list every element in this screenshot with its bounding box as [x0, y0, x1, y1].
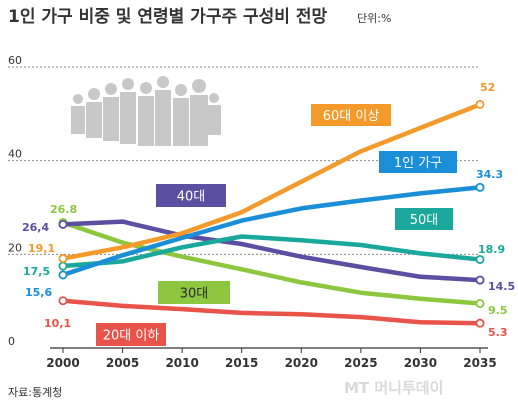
data-point — [58, 261, 68, 271]
series-label: 1인 가구 — [394, 156, 442, 171]
series-line — [60, 185, 483, 278]
data-point — [58, 270, 68, 280]
data-point — [475, 299, 485, 309]
x-tick-label: 2015 — [225, 356, 258, 370]
data-point — [475, 99, 485, 109]
x-tick-label: 2020 — [285, 356, 318, 370]
data-point — [475, 254, 485, 264]
chart-title: 1인 가구 비중 및 연령별 가구주 구성비 전망 — [8, 6, 327, 27]
x-tick-label: 2025 — [344, 356, 377, 370]
series-label-box — [96, 323, 166, 346]
end-value-label: 34.3 — [476, 168, 503, 181]
series-label: 30대 — [180, 287, 209, 302]
series-line — [60, 102, 483, 261]
start-value-label: 26,4 — [22, 221, 49, 234]
data-point — [475, 182, 485, 192]
start-value-label: 15,6 — [25, 286, 52, 299]
x-tick-label: 2030 — [404, 356, 437, 370]
end-value-label: 5.3 — [488, 326, 508, 339]
x-tick-label: 2010 — [165, 356, 198, 370]
start-value-label: 19,1 — [28, 242, 55, 255]
data-point — [58, 296, 68, 306]
y-tick-label: 60 — [8, 54, 22, 67]
y-axis: 0 20 40 60 — [8, 54, 22, 348]
data-point — [58, 219, 68, 229]
start-value-label: 10,1 — [44, 317, 71, 330]
start-value-label: 26.8 — [50, 203, 77, 216]
series-labels: 60대 이상 1인 가구 50대 40대 30대 20대 이하 — [96, 104, 457, 346]
x-tick-label: 2035 — [463, 356, 496, 370]
data-point — [475, 275, 485, 285]
y-tick-label: 20 — [8, 241, 22, 254]
series-label: 20대 이하 — [103, 329, 160, 344]
series-lines — [58, 99, 485, 328]
series-label: 60대 이상 — [323, 109, 380, 124]
watermark-logo: MT 머니투데이 — [344, 379, 443, 397]
x-axis: 2000 2005 2010 2015 2020 2025 2030 2035 — [46, 348, 497, 370]
source-label: 자료:통계청 — [8, 386, 62, 399]
end-value-label: 52 — [480, 81, 495, 94]
series-label-box — [156, 184, 226, 207]
data-point — [58, 254, 68, 264]
data-point — [475, 318, 485, 328]
y-tick-label: 0 — [8, 335, 15, 348]
series-line — [60, 219, 483, 283]
unit-label: 단위:% — [357, 12, 391, 25]
end-value-label: 14.5 — [488, 280, 515, 293]
series-label-box — [158, 281, 230, 304]
elderly-people-illustration — [71, 76, 221, 146]
x-tick-label: 2005 — [106, 356, 139, 370]
value-labels: 19,1 52 15,6 34.3 17,5 18.9 26,4 14.5 26.8 9.5 10,… — [22, 81, 515, 339]
series-label: 50대 — [410, 213, 439, 228]
start-value-label: 17,5 — [23, 265, 50, 278]
x-tick-label: 2000 — [46, 356, 79, 370]
series-label-box — [379, 151, 457, 173]
series-line — [60, 298, 483, 326]
end-value-label: 9.5 — [488, 304, 508, 317]
series-label-box — [395, 208, 453, 230]
series-label: 40대 — [177, 190, 206, 205]
end-value-label: 18.9 — [478, 243, 505, 256]
y-tick-label: 40 — [8, 148, 22, 161]
series-label-box — [311, 104, 391, 126]
series-line — [60, 234, 483, 269]
